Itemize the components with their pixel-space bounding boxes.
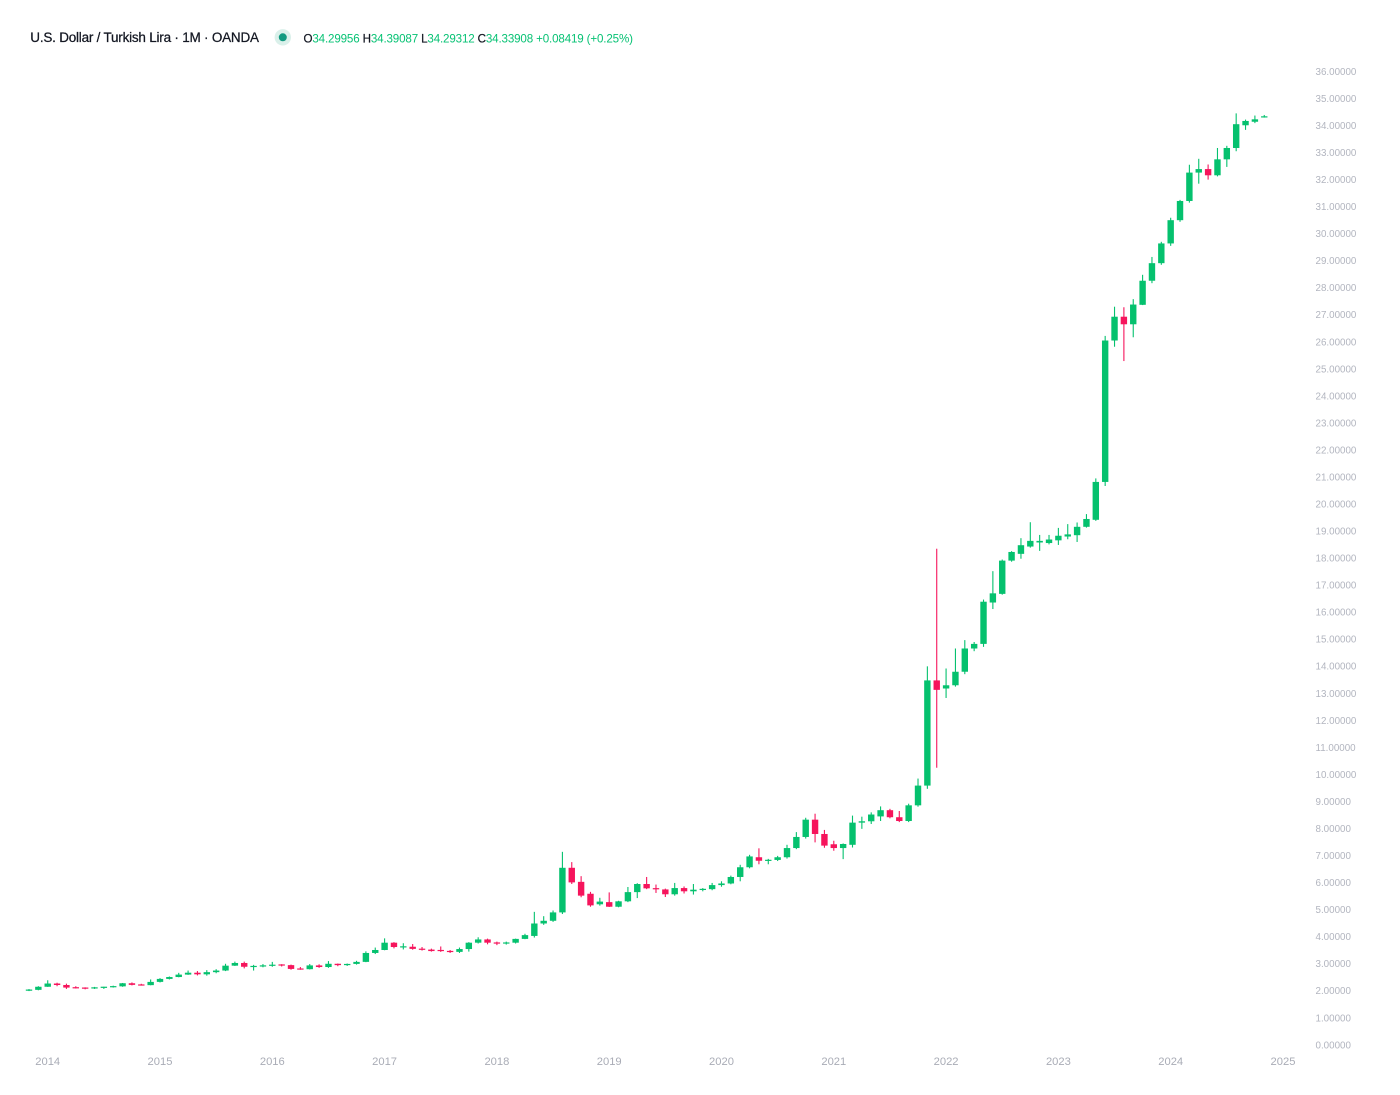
svg-text:3.00000: 3.00000 <box>1316 959 1352 970</box>
svg-text:14.00000: 14.00000 <box>1316 662 1357 673</box>
svg-text:9.00000: 9.00000 <box>1316 797 1352 808</box>
svg-text:12.00000: 12.00000 <box>1316 716 1357 727</box>
svg-text:10.00000: 10.00000 <box>1316 770 1357 781</box>
svg-text:25.00000: 25.00000 <box>1316 364 1357 375</box>
svg-text:27.00000: 27.00000 <box>1316 310 1357 321</box>
svg-text:22.00000: 22.00000 <box>1316 445 1357 456</box>
svg-text:23.00000: 23.00000 <box>1316 418 1357 429</box>
svg-text:5.00000: 5.00000 <box>1316 905 1352 916</box>
svg-text:16.00000: 16.00000 <box>1316 608 1357 619</box>
svg-text:2021: 2021 <box>821 1056 846 1068</box>
svg-text:2020: 2020 <box>709 1056 734 1068</box>
svg-text:2023: 2023 <box>1046 1056 1071 1068</box>
svg-text:20.00000: 20.00000 <box>1316 500 1357 511</box>
svg-text:2018: 2018 <box>484 1056 509 1068</box>
svg-text:2022: 2022 <box>934 1056 959 1068</box>
svg-text:19.00000: 19.00000 <box>1316 527 1357 538</box>
svg-text:34.00000: 34.00000 <box>1316 121 1357 132</box>
svg-text:2024: 2024 <box>1158 1056 1183 1068</box>
svg-text:4.00000: 4.00000 <box>1316 932 1352 943</box>
svg-text:24.00000: 24.00000 <box>1316 391 1357 402</box>
svg-text:17.00000: 17.00000 <box>1316 581 1357 592</box>
svg-text:2016: 2016 <box>260 1056 285 1068</box>
svg-text:31.00000: 31.00000 <box>1316 202 1357 213</box>
svg-text:28.00000: 28.00000 <box>1316 283 1357 294</box>
svg-text:26.00000: 26.00000 <box>1316 337 1357 348</box>
svg-text:2015: 2015 <box>148 1056 173 1068</box>
svg-text:2025: 2025 <box>1271 1056 1296 1068</box>
svg-text:11.00000: 11.00000 <box>1316 743 1357 754</box>
svg-text:2.00000: 2.00000 <box>1316 986 1352 997</box>
svg-text:1.00000: 1.00000 <box>1316 1013 1352 1024</box>
svg-text:7.00000: 7.00000 <box>1316 851 1352 862</box>
svg-text:2017: 2017 <box>372 1056 397 1068</box>
svg-text:2014: 2014 <box>35 1056 60 1068</box>
svg-text:18.00000: 18.00000 <box>1316 554 1357 565</box>
svg-text:0.00000: 0.00000 <box>1316 1040 1352 1051</box>
svg-text:U.S. Dollar / Turkish Lira · 1: U.S. Dollar / Turkish Lira · 1M · OANDA <box>30 30 259 45</box>
svg-text:32.00000: 32.00000 <box>1316 175 1357 186</box>
svg-text:6.00000: 6.00000 <box>1316 878 1352 889</box>
svg-text:15.00000: 15.00000 <box>1316 635 1357 646</box>
svg-text:35.00000: 35.00000 <box>1316 94 1357 105</box>
svg-text:13.00000: 13.00000 <box>1316 689 1357 700</box>
svg-text:21.00000: 21.00000 <box>1316 473 1357 484</box>
svg-text:29.00000: 29.00000 <box>1316 256 1357 267</box>
svg-text:33.00000: 33.00000 <box>1316 148 1357 159</box>
svg-text:36.00000: 36.00000 <box>1316 67 1357 78</box>
svg-text:2019: 2019 <box>597 1056 622 1068</box>
svg-text:O34.29956 H34.39087 L34.29312: O34.29956 H34.39087 L34.29312 C34.33908 … <box>304 32 634 45</box>
svg-text:8.00000: 8.00000 <box>1316 824 1352 835</box>
svg-text:30.00000: 30.00000 <box>1316 229 1357 240</box>
